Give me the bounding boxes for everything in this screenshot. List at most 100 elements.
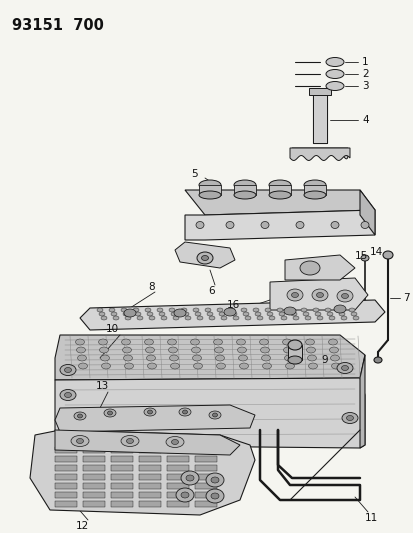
Ellipse shape (191, 347, 200, 353)
Ellipse shape (144, 339, 153, 345)
Polygon shape (83, 447, 105, 453)
Polygon shape (268, 185, 290, 195)
Ellipse shape (104, 409, 116, 417)
Ellipse shape (312, 308, 318, 312)
Ellipse shape (147, 363, 156, 369)
Polygon shape (83, 492, 105, 498)
Ellipse shape (336, 308, 342, 312)
Ellipse shape (325, 82, 343, 91)
Polygon shape (166, 465, 189, 471)
Ellipse shape (209, 411, 221, 419)
Ellipse shape (303, 180, 325, 190)
Ellipse shape (307, 355, 316, 361)
Ellipse shape (146, 355, 155, 361)
Polygon shape (303, 185, 325, 195)
Ellipse shape (60, 390, 76, 400)
Ellipse shape (101, 316, 107, 320)
Ellipse shape (98, 339, 107, 345)
Ellipse shape (325, 58, 343, 67)
Text: 2: 2 (361, 69, 368, 79)
Text: 6: 6 (208, 286, 215, 296)
Ellipse shape (266, 312, 272, 316)
Polygon shape (195, 483, 216, 489)
Ellipse shape (268, 191, 290, 199)
Ellipse shape (180, 471, 199, 485)
Ellipse shape (316, 293, 323, 297)
Ellipse shape (182, 410, 187, 414)
Polygon shape (166, 492, 189, 498)
Ellipse shape (221, 316, 226, 320)
Polygon shape (291, 148, 347, 159)
Ellipse shape (333, 305, 345, 313)
Ellipse shape (214, 347, 223, 353)
Ellipse shape (211, 477, 218, 483)
Text: 11: 11 (364, 513, 377, 523)
Ellipse shape (145, 308, 151, 312)
Ellipse shape (173, 316, 178, 320)
Ellipse shape (268, 316, 274, 320)
Ellipse shape (176, 488, 194, 502)
Ellipse shape (101, 363, 110, 369)
Polygon shape (166, 447, 189, 453)
Ellipse shape (352, 316, 358, 320)
Ellipse shape (244, 316, 250, 320)
Ellipse shape (180, 308, 187, 312)
Ellipse shape (340, 316, 346, 320)
Ellipse shape (283, 307, 295, 315)
Text: 3: 3 (361, 81, 368, 91)
Ellipse shape (228, 308, 235, 312)
Polygon shape (55, 405, 254, 432)
Text: 1: 1 (361, 57, 368, 67)
Ellipse shape (145, 347, 154, 353)
Ellipse shape (197, 252, 212, 264)
Ellipse shape (252, 308, 259, 312)
Polygon shape (111, 501, 133, 507)
Ellipse shape (216, 308, 223, 312)
Ellipse shape (147, 312, 153, 316)
Ellipse shape (302, 312, 308, 316)
Text: 93151  700: 93151 700 (12, 18, 104, 33)
Ellipse shape (292, 316, 298, 320)
Ellipse shape (180, 492, 189, 498)
Ellipse shape (341, 413, 357, 424)
Ellipse shape (209, 316, 214, 320)
Polygon shape (111, 447, 133, 453)
Polygon shape (166, 501, 189, 507)
Polygon shape (166, 483, 189, 489)
Ellipse shape (360, 255, 368, 261)
Text: 5: 5 (191, 169, 198, 179)
Text: 4: 4 (361, 115, 368, 125)
Ellipse shape (204, 308, 211, 312)
Ellipse shape (169, 308, 175, 312)
Ellipse shape (262, 363, 271, 369)
Ellipse shape (308, 363, 317, 369)
Ellipse shape (336, 362, 352, 374)
Polygon shape (83, 456, 105, 462)
Ellipse shape (213, 339, 222, 345)
Polygon shape (359, 190, 374, 235)
Ellipse shape (329, 347, 338, 353)
Text: 9: 9 (320, 355, 327, 365)
Ellipse shape (100, 355, 109, 361)
Ellipse shape (192, 355, 201, 361)
Ellipse shape (125, 316, 131, 320)
Ellipse shape (77, 414, 82, 418)
Ellipse shape (197, 316, 202, 320)
Ellipse shape (285, 363, 294, 369)
Ellipse shape (76, 347, 85, 353)
Ellipse shape (328, 316, 334, 320)
Ellipse shape (264, 308, 271, 312)
Ellipse shape (260, 347, 269, 353)
Ellipse shape (233, 180, 255, 190)
Polygon shape (269, 278, 367, 310)
Ellipse shape (348, 308, 354, 312)
Polygon shape (199, 185, 221, 195)
Ellipse shape (305, 339, 314, 345)
Ellipse shape (233, 191, 255, 199)
Ellipse shape (126, 439, 133, 443)
Text: 8: 8 (148, 282, 155, 292)
Ellipse shape (199, 180, 221, 190)
Ellipse shape (314, 312, 320, 316)
Ellipse shape (111, 312, 117, 316)
Text: 12: 12 (75, 521, 88, 531)
